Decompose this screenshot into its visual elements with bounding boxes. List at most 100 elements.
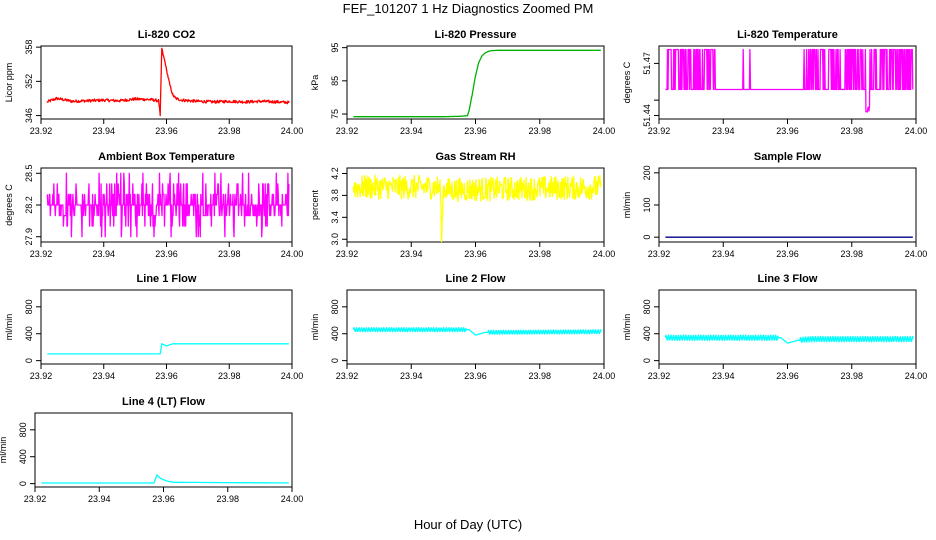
x-axis-label: Hour of Day (UTC) [413, 517, 523, 532]
x-tick-label: 23.94 [92, 126, 115, 136]
y-axis-label: kPa [310, 75, 320, 91]
x-tick-label: 23.92 [336, 249, 359, 259]
x-tick-label: 23.96 [155, 126, 178, 136]
y-tick-label: 0 [24, 358, 34, 363]
x-tick-label: 23.94 [712, 126, 735, 136]
chart-panel: Ambient Box Temperature degrees C 23.92 23.… [4, 151, 303, 259]
y-tick-label: 800 [18, 422, 28, 437]
y-tick-label: 352 [24, 74, 34, 89]
y-axis-label: degrees C [4, 184, 14, 226]
figure-title: FEF_101207 1 Hz Diagnostics Zoomed PM [342, 1, 594, 16]
y-axis-label: ml/min [622, 192, 632, 219]
plot-frame [34, 412, 293, 488]
chart-panel: Li-820 Temperature degrees C 23.92 23.94 23.… [622, 29, 927, 136]
plot-frame [658, 289, 917, 365]
x-tick-label: 23.94 [712, 371, 735, 381]
x-tick-label: 24.00 [905, 249, 928, 259]
series-line [665, 48, 914, 113]
y-tick-label: 400 [24, 326, 34, 341]
x-tick-label: 23.94 [88, 494, 111, 504]
x-tick-label: 23.94 [400, 249, 423, 259]
y-tick-label: 3.8 [330, 189, 340, 202]
x-tick-label: 24.00 [905, 371, 928, 381]
x-tick-label: 24.00 [593, 126, 616, 136]
y-tick-label: 800 [24, 299, 34, 314]
x-tick-label: 23.92 [336, 371, 359, 381]
chart-panel: Line 3 Flow ml/min 23.92 23.94 23.96 23.98 24.… [622, 273, 927, 381]
plot-frame [658, 167, 917, 243]
chart-panel: Line 4 (LT) Flow ml/min 23.92 23.94 23.96 23.… [0, 396, 303, 504]
y-axis-label: ml/min [4, 314, 14, 341]
y-axis-label: degrees C [622, 61, 632, 103]
y-tick-label: 400 [18, 449, 28, 464]
y-axis-label: ml/min [0, 437, 8, 464]
x-tick-label: 23.92 [24, 494, 47, 504]
series-line [41, 474, 289, 484]
x-tick-label: 23.92 [30, 126, 53, 136]
x-tick-label: 24.00 [281, 371, 304, 381]
y-tick-label: 0 [330, 358, 340, 363]
x-tick-label: 23.98 [528, 371, 551, 381]
x-tick-label: 24.00 [593, 249, 616, 259]
x-tick-label: 23.98 [528, 126, 551, 136]
x-tick-label: 23.98 [218, 249, 241, 259]
y-tick-label: 3.0 [330, 233, 340, 246]
panel-title: Gas Stream RH [435, 151, 515, 163]
chart-panel: Line 2 Flow ml/min 23.92 23.94 23.96 23.98 24.… [310, 273, 615, 381]
plot-frame [40, 289, 293, 365]
panel-title: Sample Flow [754, 151, 822, 163]
x-tick-label: 23.96 [464, 126, 487, 136]
chart-panel: Li-820 CO2 Licor ppm 23.92 23.94 23.96 23.98 2… [4, 29, 303, 136]
x-tick-label: 23.94 [92, 371, 115, 381]
panel-title: Ambient Box Temperature [98, 151, 235, 163]
y-tick-label: 800 [642, 299, 652, 314]
x-tick-label: 24.00 [905, 126, 928, 136]
chart-panel: Sample Flow ml/min 23.92 23.94 23.96 23.98 24.… [622, 151, 927, 259]
x-tick-label: 23.98 [840, 249, 863, 259]
series-line [352, 174, 602, 243]
y-tick-label: 85 [330, 76, 340, 86]
y-tick-label: 95 [330, 43, 340, 53]
panel-title: Line 2 Flow [446, 273, 506, 285]
plot-frame [346, 289, 605, 365]
x-tick-label: 23.98 [840, 126, 863, 136]
x-tick-label: 23.92 [648, 371, 671, 381]
y-tick-label: 3.4 [330, 211, 340, 224]
x-tick-label: 23.94 [400, 371, 423, 381]
y-tick-label: 400 [330, 326, 340, 341]
panel-title: Line 1 Flow [137, 273, 197, 285]
panel-title: Line 3 Flow [758, 273, 818, 285]
x-tick-label: 23.96 [776, 371, 799, 381]
panel-title: Line 4 (LT) Flow [122, 396, 205, 408]
x-tick-label: 23.92 [336, 126, 359, 136]
plot-frame [40, 45, 293, 120]
x-tick-label: 23.92 [648, 249, 671, 259]
x-tick-label: 23.96 [776, 249, 799, 259]
y-tick-label: 100 [642, 197, 652, 212]
x-tick-label: 24.00 [281, 494, 304, 504]
y-tick-label: 400 [642, 326, 652, 341]
x-tick-label: 23.92 [648, 126, 671, 136]
y-tick-label: 200 [642, 165, 652, 180]
x-tick-label: 24.00 [593, 371, 616, 381]
y-axis-label: ml/min [310, 314, 320, 341]
series-line [664, 334, 914, 344]
x-tick-label: 23.96 [155, 249, 178, 259]
y-tick-label: 28.5 [24, 165, 34, 183]
y-tick-label: 0 [18, 481, 28, 486]
x-tick-label: 23.98 [840, 371, 863, 381]
y-tick-label: 4.2 [330, 167, 340, 180]
plot-frame [346, 45, 605, 120]
y-tick-label: 27.9 [24, 228, 34, 246]
series-line [46, 47, 290, 117]
y-axis-label: Licor ppm [4, 63, 14, 103]
x-tick-label: 23.98 [218, 126, 241, 136]
y-tick-label: 800 [330, 299, 340, 314]
panel-title: Li-820 CO2 [138, 29, 195, 41]
x-tick-label: 23.96 [776, 126, 799, 136]
chart-panel: Line 1 Flow ml/min 23.92 23.94 23.96 23.98 24.… [4, 273, 303, 381]
x-tick-label: 24.00 [281, 249, 304, 259]
y-tick-label: 0 [642, 235, 652, 240]
chart-panel: Li-820 Pressure kPa 23.92 23.94 23.96 23.98 24… [310, 29, 615, 136]
x-tick-label: 23.92 [30, 249, 53, 259]
